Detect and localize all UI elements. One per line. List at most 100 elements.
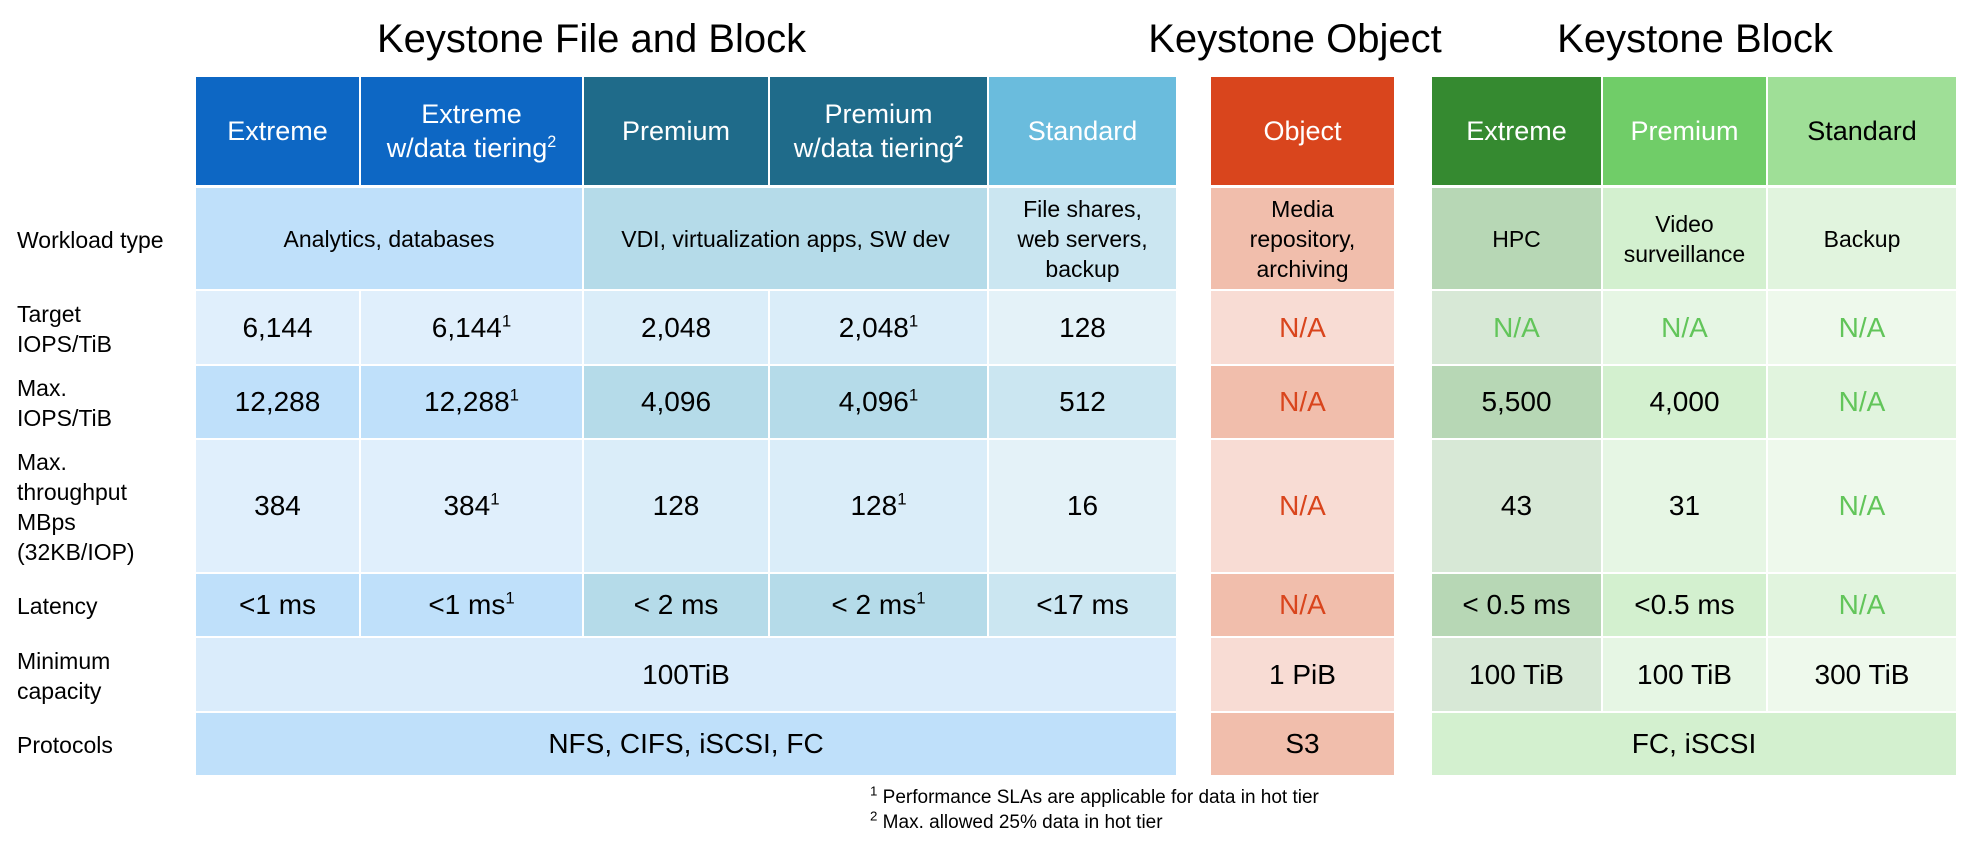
header-fb-premium: Premium bbox=[584, 77, 768, 185]
cell-target-iops-premium: 2,048 bbox=[584, 291, 768, 364]
cell-text: Video bbox=[1655, 210, 1714, 237]
header-label: w/data tiering2 bbox=[386, 133, 557, 163]
header-label: Premium bbox=[824, 99, 933, 129]
cell-protocols-block: FC, iSCSI bbox=[1432, 713, 1956, 775]
title-keystone-object: Keystone Object bbox=[1148, 17, 1442, 61]
header-label: Premium bbox=[1630, 116, 1739, 146]
cell-text: web servers, bbox=[1017, 225, 1148, 252]
cell-workload-b-extreme: HPC bbox=[1432, 188, 1601, 289]
row-label-text: capacity bbox=[17, 677, 102, 704]
header-fb-extreme: Extreme bbox=[196, 77, 359, 185]
cell-text: 6,144 bbox=[242, 311, 313, 343]
cell-latency-standard: <17 ms bbox=[989, 574, 1176, 636]
row-label-text: Latency bbox=[17, 593, 98, 619]
row-label-max-iops: Max. IOPS/TiB bbox=[17, 366, 112, 440]
cell-mincap-b-premium: 100 TiB bbox=[1603, 638, 1766, 711]
footnote-1: 1 Performance SLAs are applicable for da… bbox=[870, 783, 1319, 808]
cell-max-iops-b-premium: 4,000 bbox=[1603, 366, 1766, 438]
cell-latency-premium: < 2 ms bbox=[584, 574, 768, 636]
cell-mincap-b-extreme: 100 TiB bbox=[1432, 638, 1601, 711]
header-label: Extreme bbox=[421, 99, 522, 129]
cell-text: NFS, CIFS, iSCSI, FC bbox=[548, 728, 824, 759]
cell-text: 2,0481 bbox=[838, 311, 919, 343]
cell-throughput-premium-tiering: 1281 bbox=[770, 440, 987, 572]
header-object: Object bbox=[1211, 77, 1394, 185]
cell-text: N/A bbox=[1838, 311, 1886, 343]
cell-text: File shares, bbox=[1023, 195, 1142, 222]
row-label-text: IOPS/TiB bbox=[17, 405, 112, 431]
cell-text: N/A bbox=[1838, 490, 1886, 521]
cell-text: 1 PiB bbox=[1269, 658, 1336, 690]
row-label-text: Target bbox=[17, 300, 81, 327]
cell-text: 4,096 bbox=[640, 386, 712, 417]
cell-max-iops-premium: 4,096 bbox=[584, 366, 768, 438]
cell-text: S3 bbox=[1285, 728, 1320, 759]
cell-text: 100TiB bbox=[642, 658, 730, 690]
cell-text: <0.5 ms bbox=[1634, 589, 1735, 620]
cell-text: 5,500 bbox=[1481, 386, 1552, 417]
cell-target-iops-premium-tiering: 2,0481 bbox=[770, 291, 987, 364]
row-label-max-throughput: Max. throughput MBps (32KB/IOP) bbox=[17, 440, 135, 574]
cell-text: 128 bbox=[1059, 311, 1106, 343]
cell-workload-b-standard: Backup bbox=[1768, 188, 1956, 289]
cell-workload-vdi: VDI, virtualization apps, SW dev bbox=[584, 188, 987, 289]
cell-target-iops-b-extreme: N/A bbox=[1432, 291, 1601, 364]
cell-text: 300 TiB bbox=[1814, 658, 1910, 690]
header-b-premium: Premium bbox=[1603, 77, 1766, 185]
cell-latency-extreme: <1 ms bbox=[196, 574, 359, 636]
cell-text: 3841 bbox=[443, 489, 500, 521]
cell-text: 1281 bbox=[850, 489, 907, 521]
cell-target-iops-standard: 128 bbox=[989, 291, 1176, 364]
cell-text: 31 bbox=[1668, 490, 1701, 521]
header-label: Extreme bbox=[227, 116, 328, 146]
cell-text: 12,2881 bbox=[424, 385, 519, 417]
cell-throughput-extreme: 384 bbox=[196, 440, 359, 572]
cell-text: 512 bbox=[1059, 386, 1106, 417]
cell-protocols-file-block: NFS, CIFS, iSCSI, FC bbox=[196, 713, 1176, 775]
title-keystone-block: Keystone Block bbox=[1557, 17, 1833, 61]
cell-text: N/A bbox=[1493, 311, 1540, 343]
cell-target-iops-b-standard: N/A bbox=[1768, 291, 1956, 364]
cell-latency-object: N/A bbox=[1211, 574, 1394, 636]
cell-text: 12,288 bbox=[234, 386, 321, 417]
header-label: Standard bbox=[1027, 116, 1138, 146]
cell-text: 100 TiB bbox=[1637, 658, 1732, 690]
cell-throughput-extreme-tiering: 3841 bbox=[361, 440, 582, 572]
cell-text: < 0.5 ms bbox=[1462, 589, 1571, 620]
cell-throughput-b-premium: 31 bbox=[1603, 440, 1766, 572]
row-label-text: Minimum bbox=[17, 647, 111, 674]
cell-workload-b-premium: Video surveillance bbox=[1603, 188, 1766, 289]
cell-throughput-object: N/A bbox=[1211, 440, 1394, 572]
row-label-minimum-capacity: Minimum capacity bbox=[17, 638, 110, 713]
cell-text: archiving bbox=[1256, 255, 1349, 282]
header-b-extreme: Extreme bbox=[1432, 77, 1601, 185]
cell-text: N/A bbox=[1838, 589, 1886, 620]
cell-text: 4,000 bbox=[1649, 386, 1720, 417]
header-fb-standard: Standard bbox=[989, 77, 1176, 185]
header-label: Premium bbox=[621, 116, 730, 146]
cell-target-iops-extreme: 6,144 bbox=[196, 291, 359, 364]
cell-text: backup bbox=[1045, 255, 1120, 282]
cell-text: 43 bbox=[1500, 490, 1533, 521]
cell-text: N/A bbox=[1279, 490, 1326, 521]
cell-text: Analytics, databases bbox=[283, 225, 495, 252]
cell-throughput-standard: 16 bbox=[989, 440, 1176, 572]
cell-latency-premium-tiering: < 2 ms1 bbox=[770, 574, 987, 636]
cell-text: HPC bbox=[1492, 225, 1541, 252]
header-label: Object bbox=[1263, 116, 1342, 146]
cell-workload-standard: File shares, web servers, backup bbox=[989, 188, 1176, 289]
cell-target-iops-extreme-tiering: 6,1441 bbox=[361, 291, 582, 364]
row-label-text: Max. bbox=[17, 449, 67, 475]
row-label-protocols: Protocols bbox=[17, 713, 113, 777]
cell-text: Backup bbox=[1823, 225, 1901, 252]
cell-text: FC, iSCSI bbox=[1631, 728, 1757, 759]
cell-target-iops-object: N/A bbox=[1211, 291, 1394, 364]
cell-text: 384 bbox=[254, 490, 301, 521]
cell-text: 16 bbox=[1066, 490, 1099, 521]
cell-max-iops-b-standard: N/A bbox=[1768, 366, 1956, 438]
cell-text: 128 bbox=[652, 490, 700, 521]
cell-text: VDI, virtualization apps, SW dev bbox=[621, 225, 950, 252]
cell-text: N/A bbox=[1279, 386, 1326, 417]
row-label-text: Max. bbox=[17, 375, 67, 401]
cell-max-iops-standard: 512 bbox=[989, 366, 1176, 438]
